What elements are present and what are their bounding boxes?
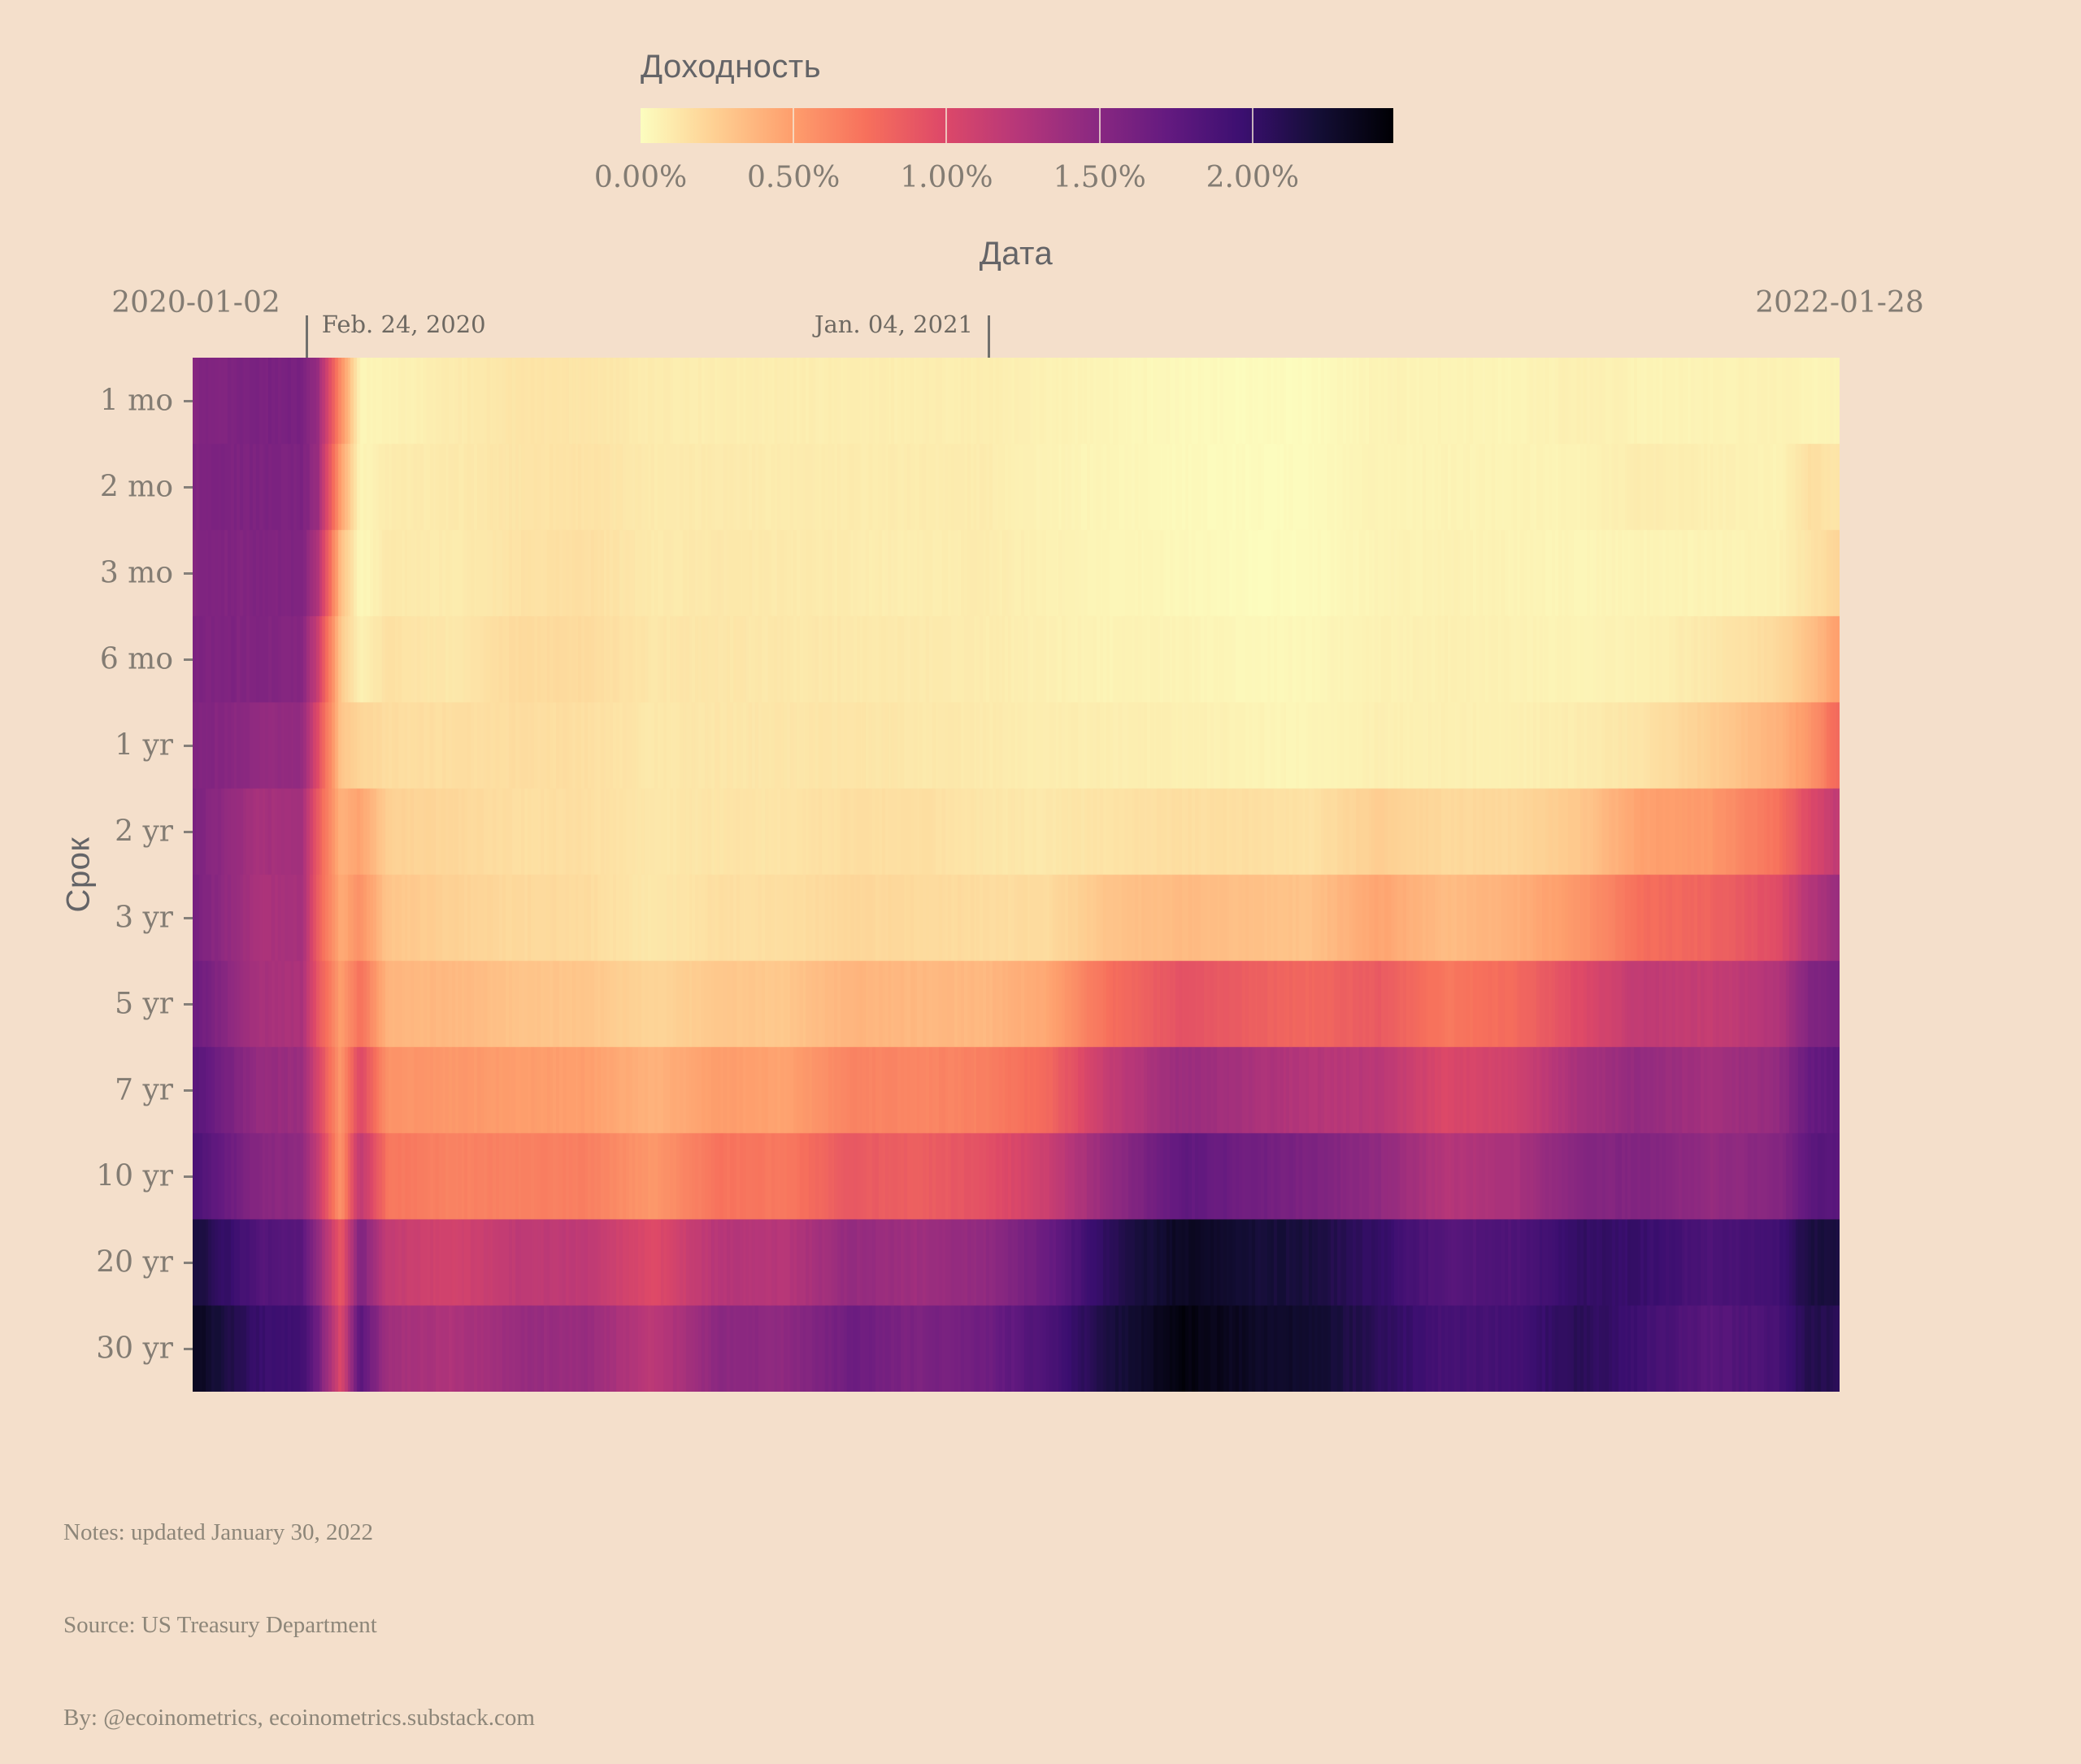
yaxis-tick-mark [184, 830, 194, 833]
yaxis-tick-mark [184, 1175, 194, 1178]
yaxis-tick-mark [184, 485, 194, 489]
yaxis-tick-label-6-mo: 6 mo [99, 642, 173, 676]
colorbar-tick-line [1251, 108, 1253, 143]
yaxis-tick-label-1-yr: 1 yr [115, 728, 173, 763]
yaxis-tick-label-2-yr: 2 yr [115, 815, 173, 849]
colorbar-tick-line [793, 108, 795, 143]
yaxis-tick-label-30-yr: 30 yr [96, 1332, 173, 1366]
yaxis-tick-mark [184, 658, 194, 661]
colorbar-gradient [641, 108, 1393, 143]
notes-line-updated: Notes: updated January 30, 2022 [63, 1519, 373, 1545]
footer-notes: Notes: updated January 30, 2022 Source: … [63, 1455, 535, 1764]
colorbar-tick-label: 0.00% [593, 161, 688, 194]
event-annotation-jan-04-2021: Jan. 04, 2021 [814, 311, 973, 338]
yaxis-tick-mark [184, 916, 194, 919]
notes-line-author: By: @ecoinometrics, ecoinometrics.substa… [63, 1705, 535, 1731]
xaxis-end-label: 2022-01-28 [1755, 286, 1924, 319]
yaxis-tick-label-10-yr: 10 yr [96, 1159, 173, 1193]
yaxis-tick-label-3-mo: 3 mo [99, 556, 173, 590]
yaxis-tick-mark [184, 1261, 194, 1264]
colorbar-tick-label: 1.00% [900, 161, 993, 194]
colorbar-tick-label: 2.00% [1206, 161, 1300, 194]
yaxis-tick-mark [184, 571, 194, 575]
yaxis-tick-mark [184, 1002, 194, 1006]
colorbar-title: Доходность [641, 49, 822, 85]
yaxis-tick-label-2-mo: 2 mo [99, 470, 173, 504]
heatmap-plot-area[interactable] [193, 358, 1840, 1392]
notes-line-source: Source: US Treasury Department [63, 1612, 377, 1638]
colorbar-tick-lines [641, 108, 1393, 143]
yaxis-tick-label-5-yr: 5 yr [115, 987, 173, 1021]
colorbar-tick-line [1098, 108, 1101, 143]
yaxis-tick-mark [184, 1347, 194, 1350]
yaxis-tick-mark [184, 399, 194, 402]
colorbar-tick-label: 0.50% [747, 161, 841, 194]
xaxis-start-label: 2020-01-02 [111, 286, 280, 319]
event-annotation-feb-24-2020: Feb. 24, 2020 [321, 311, 486, 338]
colorbar-tick-labels: 0.00% 0.50% 1.00% 1.50% 2.00% [594, 161, 1393, 197]
yaxis-tick-label-3-yr: 3 yr [115, 901, 173, 935]
xaxis-title: Дата [979, 236, 1054, 272]
yaxis-tick-mark [184, 1088, 194, 1092]
yaxis-tick-label-1-mo: 1 mo [99, 384, 173, 418]
colorbar-tick-label: 1.50% [1053, 161, 1146, 194]
yaxis-tick-label-7-yr: 7 yr [115, 1073, 173, 1107]
colorbar-tick-line [945, 108, 948, 143]
yaxis-tick-label-20-yr: 20 yr [96, 1245, 173, 1280]
page-background: { "colorbar": { "title": "Доходность", "… [60, 49, 1924, 1731]
yaxis-tick-mark [184, 744, 194, 747]
